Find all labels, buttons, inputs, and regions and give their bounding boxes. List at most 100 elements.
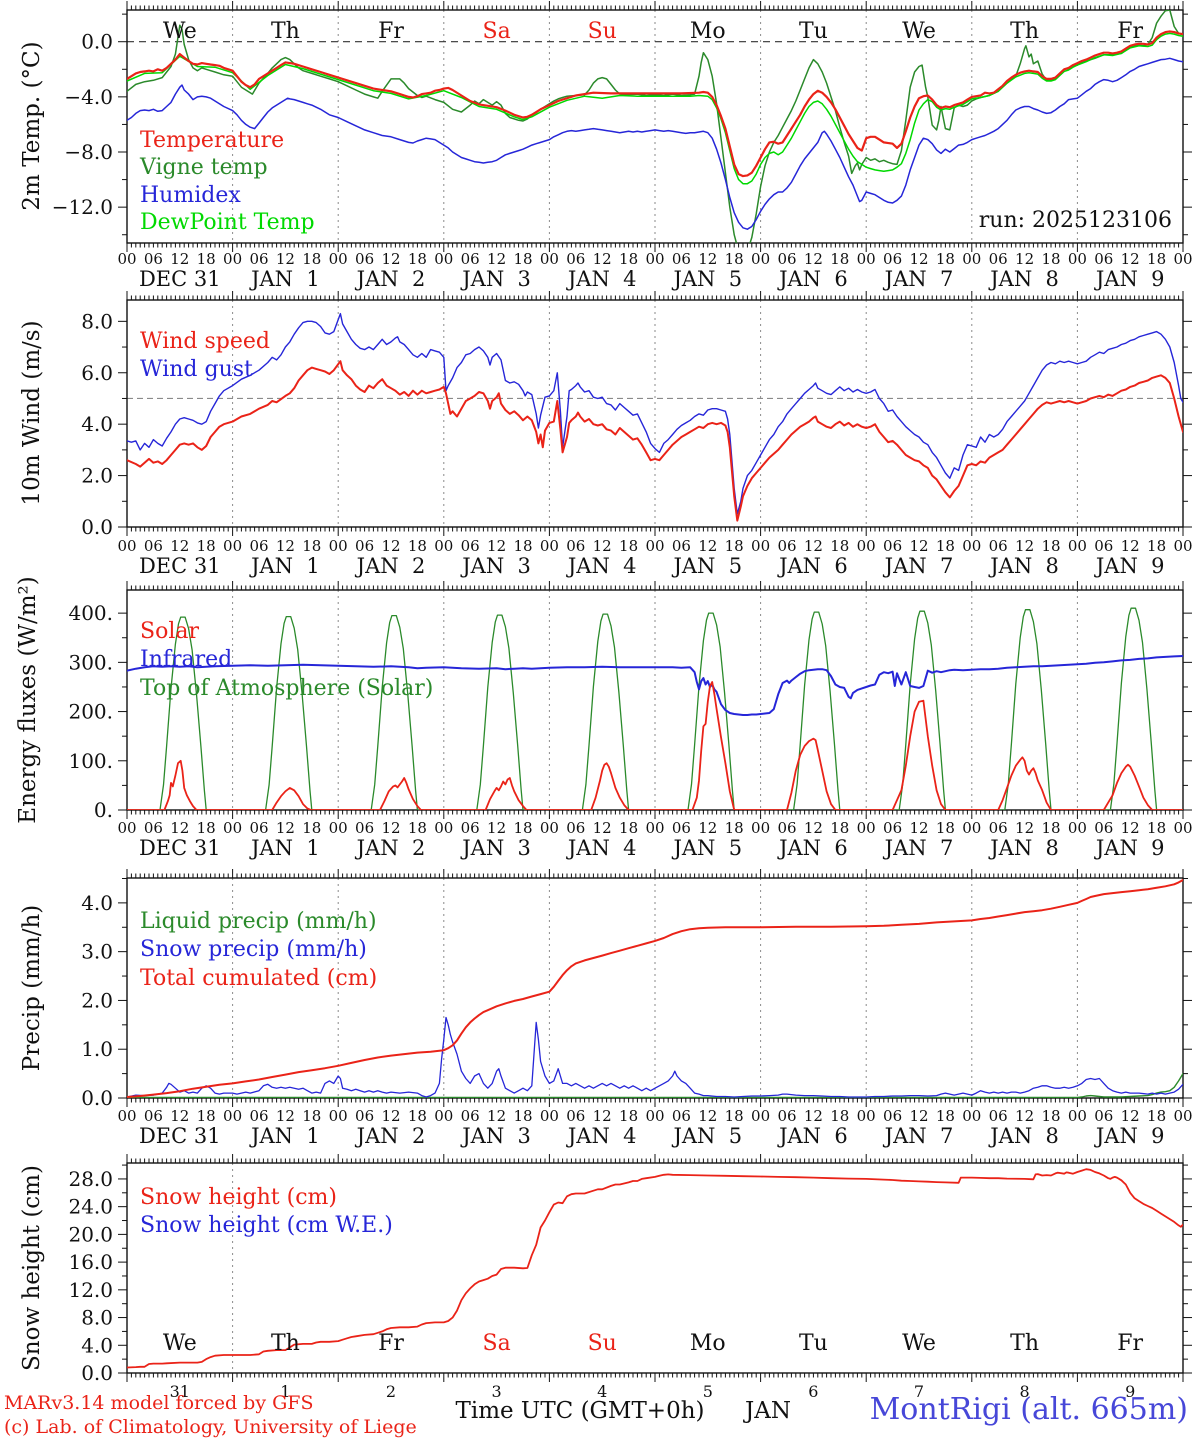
svg-text:JAN 2: JAN 2 [355, 836, 426, 860]
svg-text:18: 18 [408, 1107, 427, 1125]
svg-text:00: 00 [645, 250, 664, 268]
weekday-label: We [902, 1331, 936, 1356]
svg-text:06: 06 [672, 537, 691, 555]
svg-text:12: 12 [487, 250, 506, 268]
svg-text:0.0: 0.0 [81, 1361, 113, 1385]
svg-text:12: 12 [1121, 819, 1140, 837]
svg-text:00: 00 [329, 537, 348, 555]
svg-text:12: 12 [170, 1107, 189, 1125]
svg-text:12: 12 [909, 250, 928, 268]
svg-text:00: 00 [329, 250, 348, 268]
svg-text:12: 12 [276, 1107, 295, 1125]
day-gridlines [232, 300, 1078, 527]
x-ticks [126, 869, 1184, 1107]
svg-text:18: 18 [830, 1107, 849, 1125]
svg-text:18: 18 [197, 250, 216, 268]
weekday-label: Tu [799, 19, 828, 44]
series-liquid-precip-mm-h- [127, 1072, 1183, 1098]
weekday-label: Fr [378, 19, 404, 44]
weekday-labels: We Th Fr Sa Su Mo Tu We Th Fr [163, 19, 1144, 44]
x-ticks [126, 1, 1184, 252]
svg-text:00: 00 [1173, 819, 1192, 837]
svg-text:31: 31 [170, 1382, 190, 1401]
svg-text:18: 18 [1147, 819, 1166, 837]
weekday-label: We [163, 1331, 197, 1356]
svg-text:18: 18 [1041, 1107, 1060, 1125]
svg-text:12: 12 [381, 819, 400, 837]
svg-text:JAN 4: JAN 4 [566, 267, 637, 291]
weekday-label: Th [271, 19, 300, 44]
svg-text:06: 06 [989, 537, 1008, 555]
svg-text:JAN 2: JAN 2 [355, 554, 426, 578]
svg-text:300.: 300. [68, 650, 113, 674]
svg-text:00: 00 [117, 537, 136, 555]
svg-text:18: 18 [513, 1107, 532, 1125]
legend-item: Liquid precip (mm/h) [140, 909, 377, 934]
svg-text:18: 18 [408, 250, 427, 268]
svg-text:00: 00 [117, 250, 136, 268]
series-dewpoint-temp [127, 32, 1183, 185]
svg-text:00: 00 [434, 250, 453, 268]
svg-text:18: 18 [936, 1107, 955, 1125]
svg-text:JAN 1: JAN 1 [249, 836, 320, 860]
panel-wind: 0.0 2.0 4.0 6.0 8.0 Wind speed Wind gust [81, 291, 1192, 539]
svg-text:00: 00 [962, 819, 981, 837]
svg-text:24.0: 24.0 [68, 1195, 113, 1219]
svg-text:JAN 7: JAN 7 [883, 267, 954, 291]
svg-text:12: 12 [593, 250, 612, 268]
weekday-label: Th [1010, 1331, 1039, 1356]
model-credit-line: MARv3.14 model forced by GFS [4, 1392, 314, 1414]
svg-text:JAN 1: JAN 1 [249, 554, 320, 578]
svg-text:06: 06 [355, 250, 374, 268]
svg-text:12: 12 [593, 537, 612, 555]
legend-item: Snow height (cm W.E.) [140, 1213, 393, 1238]
series-wind-speed [127, 360, 1183, 522]
legend-item: Snow precip (mm/h) [140, 937, 367, 962]
svg-text:DEC 31: DEC 31 [139, 554, 221, 578]
svg-text:JAN 6: JAN 6 [777, 267, 848, 291]
svg-text:06: 06 [883, 537, 902, 555]
svg-text:00: 00 [645, 537, 664, 555]
svg-text:18: 18 [302, 819, 321, 837]
svg-text:18: 18 [302, 537, 321, 555]
svg-text:8.0: 8.0 [81, 1306, 113, 1330]
svg-text:2.0: 2.0 [81, 464, 113, 488]
svg-text:JAN 3: JAN 3 [460, 836, 531, 860]
svg-text:400.: 400. [68, 601, 113, 625]
svg-text:06: 06 [672, 1107, 691, 1125]
legend-item: Wind gust [140, 357, 253, 382]
svg-text:00: 00 [645, 819, 664, 837]
svg-text:JAN 3: JAN 3 [460, 554, 531, 578]
svg-text:06: 06 [355, 819, 374, 837]
svg-text:12: 12 [381, 537, 400, 555]
svg-text:18: 18 [197, 537, 216, 555]
svg-text:200.: 200. [68, 700, 113, 724]
svg-text:−8.0: −8.0 [64, 140, 113, 164]
svg-text:12: 12 [909, 1107, 928, 1125]
svg-text:18: 18 [725, 537, 744, 555]
svg-text:12: 12 [804, 537, 823, 555]
svg-text:−12.0: −12.0 [52, 195, 113, 219]
weekday-label: We [902, 19, 936, 44]
panel-energy: 0. 100. 200. 300. 400. Solar Infrared Top of At… [68, 581, 1192, 822]
svg-text:JAN 9: JAN 9 [1094, 836, 1165, 860]
svg-text:8.0: 8.0 [81, 309, 113, 333]
svg-text:12: 12 [381, 250, 400, 268]
series-total-cumulated-cm- [127, 879, 1183, 1098]
svg-text:JAN 6: JAN 6 [777, 1124, 848, 1148]
svg-text:00: 00 [751, 1107, 770, 1125]
svg-text:20.0: 20.0 [68, 1222, 113, 1246]
day-gridlines [232, 590, 1078, 810]
legend-precip: Liquid precip (mm/h) Snow precip (mm/h) To… [140, 909, 377, 991]
legend-item: DewPoint Temp [140, 210, 315, 235]
svg-text:12: 12 [170, 537, 189, 555]
svg-text:06: 06 [249, 819, 268, 837]
svg-text:00: 00 [962, 537, 981, 555]
svg-text:18: 18 [725, 819, 744, 837]
svg-text:12: 12 [804, 250, 823, 268]
svg-text:12: 12 [1121, 250, 1140, 268]
svg-text:JAN 1: JAN 1 [249, 267, 320, 291]
svg-text:9: 9 [1125, 1382, 1135, 1401]
svg-text:06: 06 [461, 250, 480, 268]
legend-item: Infrared [140, 647, 232, 672]
